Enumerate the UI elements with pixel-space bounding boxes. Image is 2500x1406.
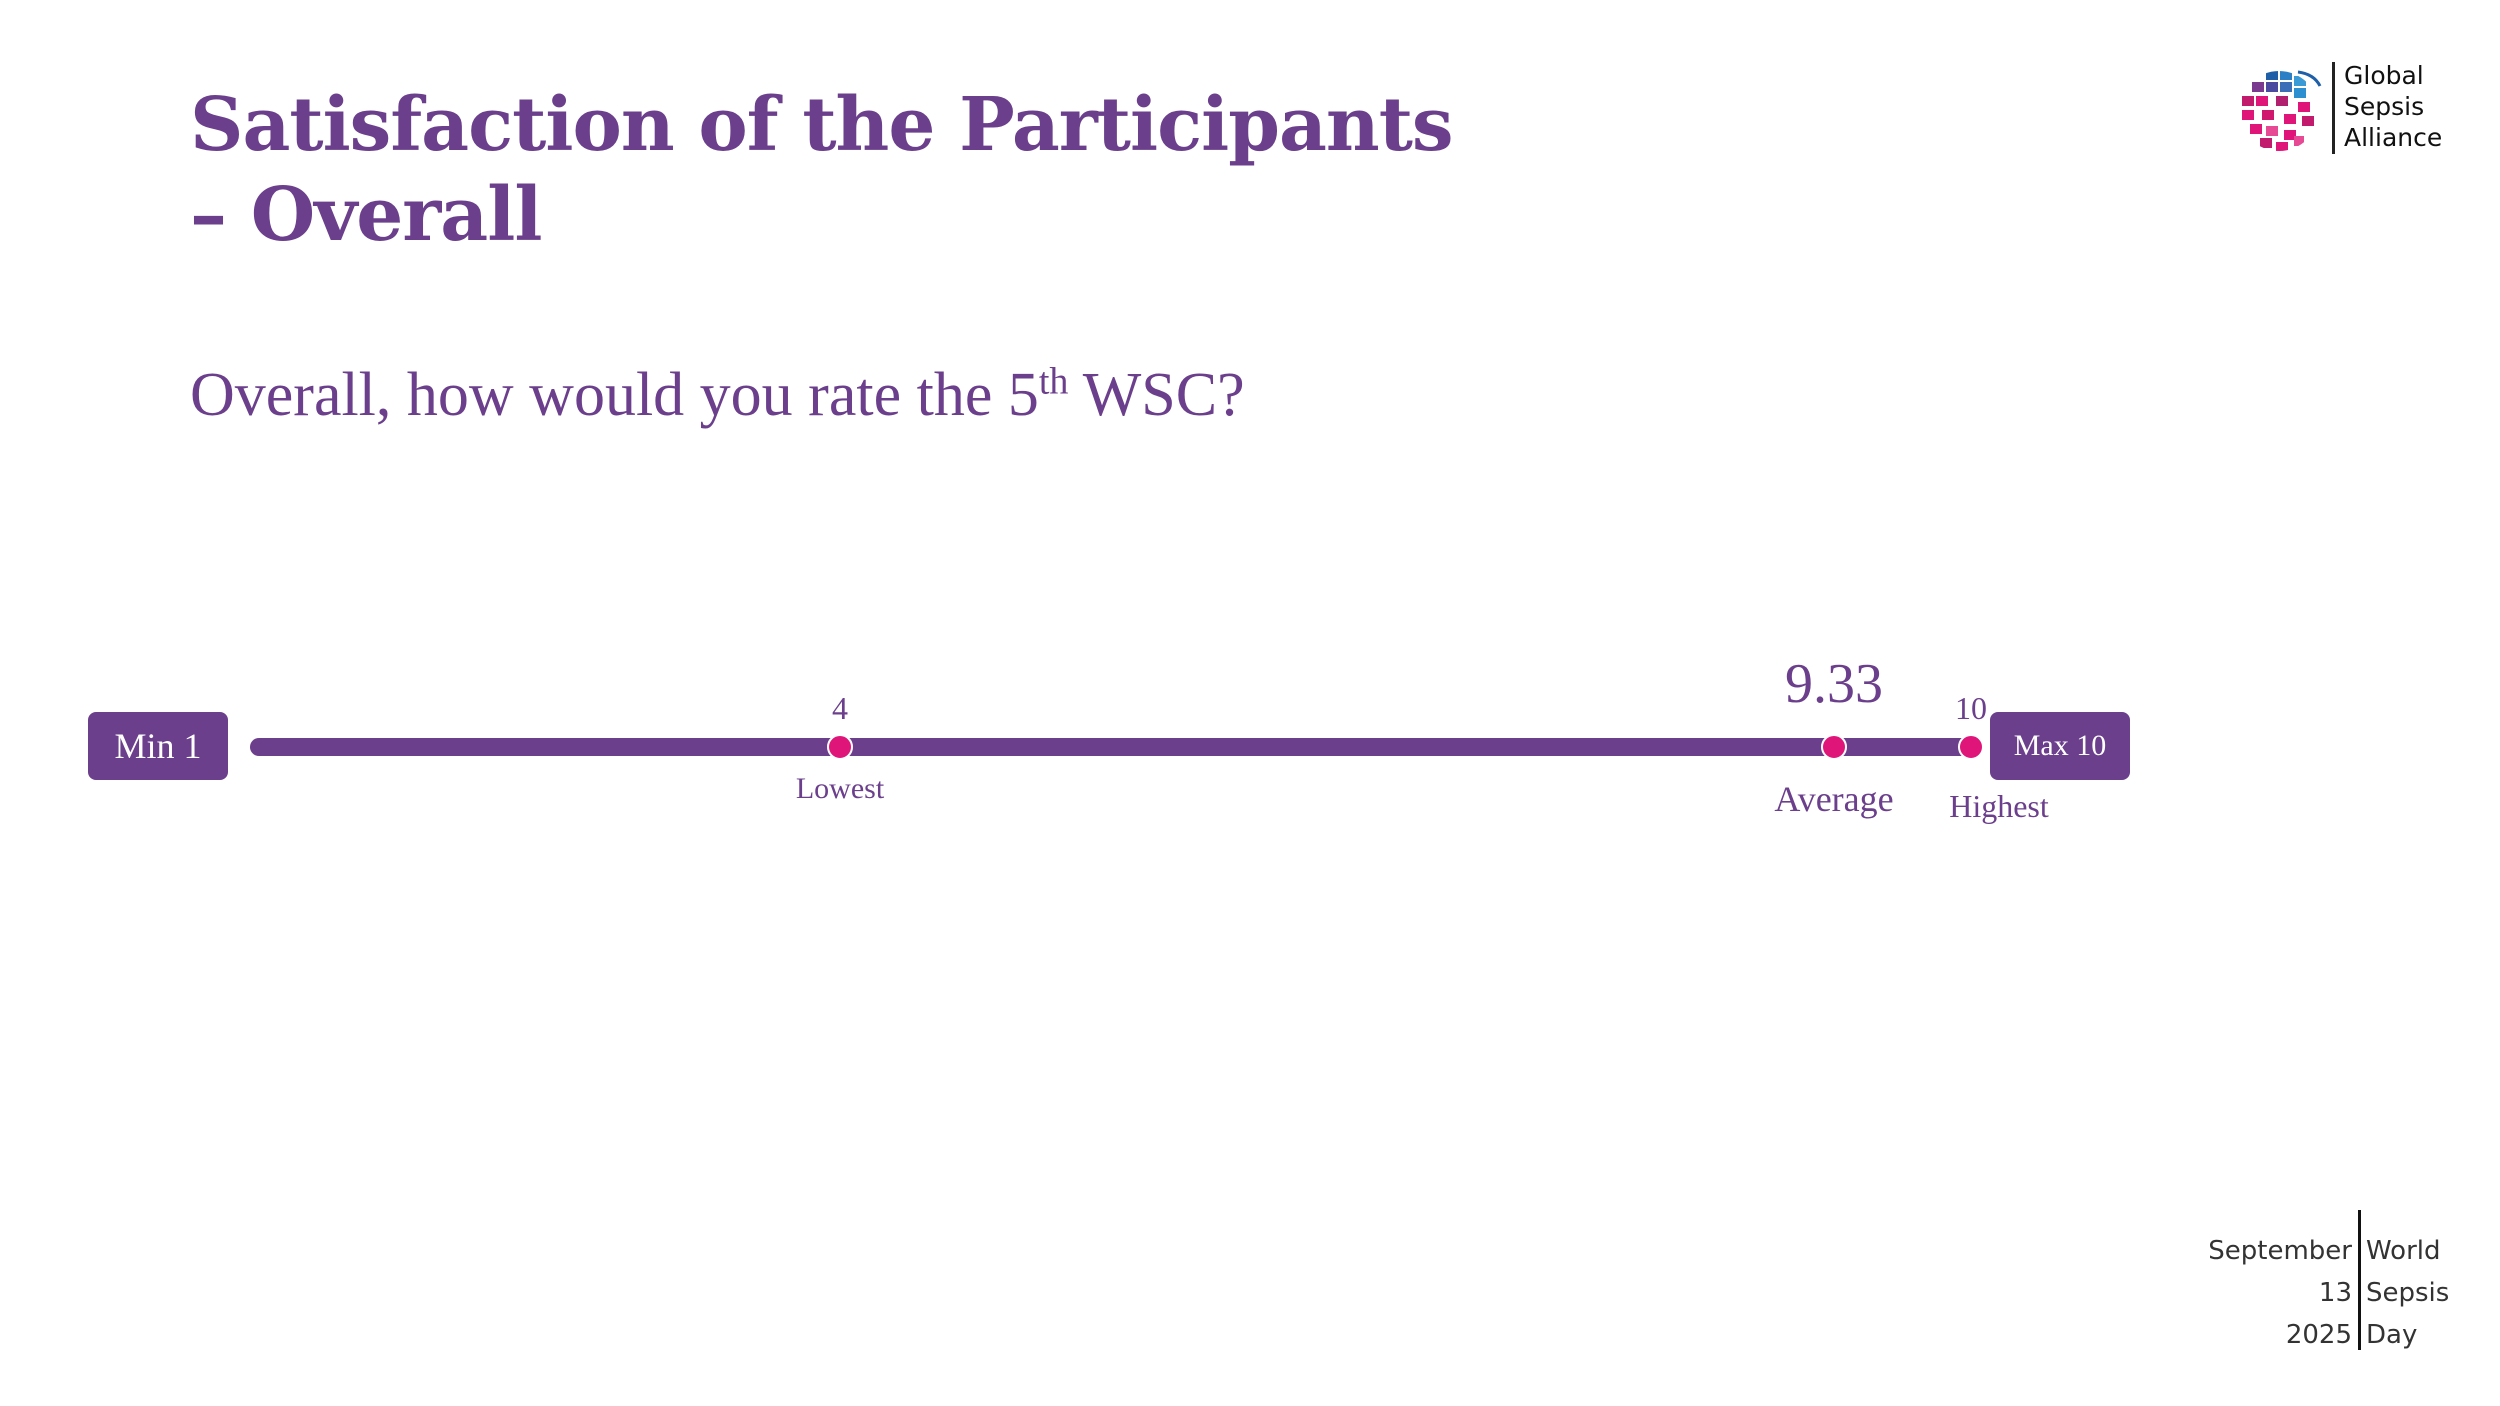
marker-lowest — [827, 734, 853, 760]
min-label-box: Min 1 — [88, 712, 228, 780]
marker-label-lowest: Lowest — [795, 772, 885, 805]
marker-value-lowest: 4 — [832, 690, 848, 726]
marker-label-average: Average — [1774, 779, 1894, 819]
logo-line-1: Global — [2344, 61, 2424, 90]
footer-branding: September 13 2025 World Sepsis Day — [2208, 1210, 2480, 1360]
footer-event: World Sepsis Day — [2366, 1230, 2449, 1356]
scale-track — [250, 738, 1975, 756]
footer-word-1: World — [2366, 1236, 2441, 1266]
footer-date: September 13 2025 — [2208, 1230, 2352, 1356]
question-superscript: th — [1038, 360, 1069, 403]
marker-label-highest: Highest — [1949, 788, 2049, 824]
globe-icon — [2239, 70, 2322, 151]
marker-highest — [1958, 734, 1984, 760]
logo-line-3: Alliance — [2344, 123, 2443, 152]
global-sepsis-alliance-logo: Global Sepsis Alliance — [2236, 60, 2466, 160]
max-label-box: Max 10 — [1990, 712, 2130, 780]
question-prefix: Overall, how would you rate the 5 — [190, 361, 1039, 429]
footer-divider — [2358, 1210, 2361, 1350]
survey-question: Overall, how would you rate the 5th WSC? — [190, 355, 1245, 435]
logo-line-2: Sepsis — [2344, 92, 2425, 121]
footer-word-3: Day — [2366, 1320, 2418, 1350]
logo-text: Global Sepsis Alliance — [2344, 60, 2442, 153]
question-suffix: WSC? — [1068, 361, 1245, 429]
footer-day: 13 — [2318, 1278, 2352, 1308]
logo-divider — [2332, 62, 2335, 154]
marker-value-highest: 10 — [1955, 690, 1987, 726]
marker-value-average: 9.33 — [1785, 653, 1883, 715]
page-title: Satisfaction of the Participants – Overa… — [190, 82, 1454, 258]
footer-month: September — [2208, 1236, 2352, 1266]
footer-year: 2025 — [2285, 1320, 2352, 1350]
footer-word-2: Sepsis — [2366, 1278, 2450, 1308]
rating-range-chart: Min 1 Max 10 4 Lowest 9.33 Average 10 Highest — [0, 640, 2500, 860]
marker-average — [1821, 734, 1847, 760]
